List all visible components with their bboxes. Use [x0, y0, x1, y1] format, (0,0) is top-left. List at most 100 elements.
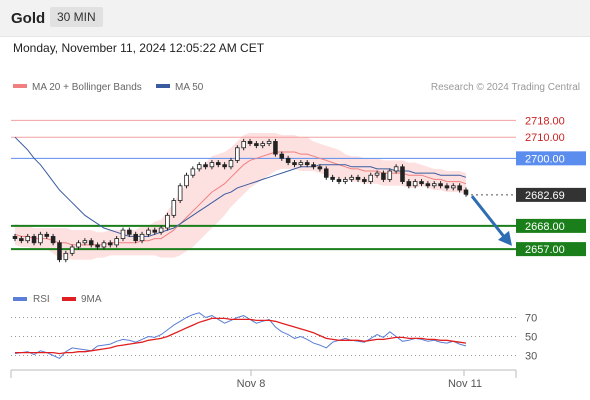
rsi-tick-label: 30	[525, 351, 537, 363]
forecast-arrow-shaft	[470, 195, 507, 239]
candle-body	[133, 233, 138, 242]
candle-body	[235, 147, 240, 161]
candle-body	[266, 141, 272, 144]
ma50-legend-swatch	[156, 84, 170, 88]
candle-body	[285, 157, 291, 163]
price-level-tag	[516, 242, 586, 257]
candle-body	[298, 162, 304, 166]
price-level-tag	[516, 187, 586, 202]
ma50-line	[14, 136, 467, 237]
rsi-legend-swatch	[13, 297, 27, 301]
candle-body	[444, 185, 450, 189]
candle-body	[451, 185, 456, 189]
candle-body	[31, 236, 37, 244]
candle-body	[343, 179, 348, 182]
price-layer: 2718.00 2710.00 2700.00 2682.69 2668.00 2657.…	[11, 115, 586, 263]
candle-body	[425, 183, 431, 187]
candle-body	[419, 181, 424, 185]
candle-body	[152, 229, 158, 233]
x-tick-label: Nov 8	[237, 378, 266, 390]
rsi-ma-line	[15, 317, 467, 355]
candle-body	[50, 236, 56, 244]
datetime-label: Monday, November 11, 2024 12:05:22 AM CE…	[13, 41, 265, 55]
candle-body	[177, 185, 183, 201]
candle-body	[12, 236, 18, 239]
candle-body	[241, 141, 246, 149]
candle-body	[406, 181, 412, 187]
instrument-title: Gold	[11, 10, 46, 27]
candle-body	[431, 183, 437, 187]
candle-body	[76, 242, 81, 248]
rsi-ma-legend-swatch	[62, 297, 76, 301]
research-credit: Research © 2024 Trading Central	[431, 82, 580, 93]
candle-body	[158, 227, 164, 233]
timeframe-badge[interactable]: 30 MIN	[50, 7, 103, 27]
candle-body	[101, 242, 107, 248]
candle-body	[387, 170, 393, 180]
candle-body	[215, 162, 221, 166]
candle-body	[25, 236, 30, 242]
candle-body	[19, 238, 24, 242]
candle-body	[69, 246, 75, 254]
candle-body	[120, 229, 126, 239]
price-level-tag	[516, 151, 586, 166]
forecast-arrow-head	[498, 230, 512, 246]
candle-body	[260, 143, 266, 147]
candle-body	[330, 176, 335, 180]
candle-body	[127, 229, 132, 235]
candle-body	[336, 179, 342, 182]
candle-body	[209, 162, 215, 168]
candle-body	[222, 164, 227, 168]
candle-body	[171, 200, 177, 216]
price-level-label: 2657.00	[525, 244, 565, 256]
rsi-tick-label: 70	[525, 313, 537, 325]
candle-body	[368, 174, 373, 182]
candle-body	[88, 240, 94, 246]
candle-body	[355, 176, 361, 180]
x-tick-label: Nov 11	[448, 378, 482, 390]
price-level-label: 2718.00	[525, 115, 565, 127]
candle-body	[311, 164, 316, 168]
candle-body	[190, 168, 196, 176]
candle-body	[196, 164, 202, 170]
candle-body	[273, 141, 278, 155]
candle-body	[412, 181, 418, 187]
ma20-legend-swatch	[13, 84, 27, 88]
ma20-legend-label: MA 20 + Bollinger Bands	[32, 82, 142, 93]
candle-body	[393, 166, 399, 172]
candle-body	[279, 153, 285, 159]
candle-body	[228, 160, 234, 168]
price-level-tag	[516, 218, 586, 233]
candle-body	[247, 141, 253, 144]
candle-body	[374, 172, 380, 176]
candle-body	[95, 244, 100, 248]
candle-body	[463, 189, 469, 195]
rsi-legend-label: RSI	[33, 294, 50, 305]
candle-body	[349, 176, 354, 180]
candle-body	[362, 179, 367, 182]
candle-body	[146, 229, 151, 235]
rsi-tick-label: 50	[525, 332, 537, 344]
rsi-layer: 30 50 70	[11, 312, 537, 363]
candle-body	[323, 168, 329, 178]
candle-body	[108, 242, 113, 246]
candle-body	[203, 164, 208, 168]
candle-body	[165, 214, 170, 229]
candle-body	[304, 162, 310, 166]
candle-body	[292, 162, 297, 166]
candle-body	[38, 233, 43, 244]
candle-body	[457, 185, 462, 191]
bollinger-band-area	[15, 133, 466, 260]
candle-body	[317, 166, 323, 170]
candle-body	[184, 174, 189, 187]
price-level-label: 2700.00	[525, 153, 565, 165]
price-level-label: 2682.69	[525, 190, 565, 202]
rsi-ma-legend-label: 9MA	[81, 294, 102, 305]
price-level-label: 2668.00	[525, 221, 565, 233]
candle-body	[114, 238, 119, 246]
candle-body	[438, 183, 443, 187]
candle-body	[82, 240, 88, 244]
candle-body	[63, 252, 69, 261]
